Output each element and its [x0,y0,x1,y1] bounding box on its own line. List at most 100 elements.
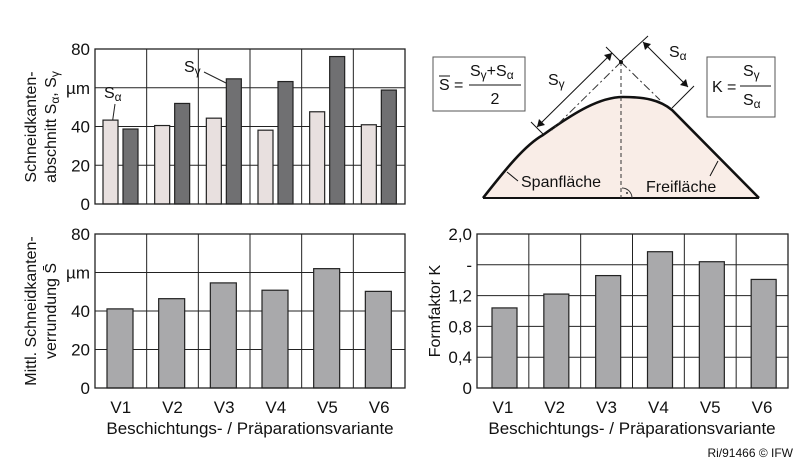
bar-v5 [698,261,725,389]
y-axis-label-line2: verrundung S̄ [43,263,60,359]
y-tick-label: 20 [71,156,90,175]
x-tick-label: V6 [752,398,773,417]
flank-face-label: Freifläche [646,179,716,196]
x-tick-label: V4 [648,398,669,417]
x-tick-label: V1 [493,398,514,417]
y-tick-label: µm [66,79,90,98]
y-tick-label: 0 [81,379,90,398]
bar-v3 [209,282,237,389]
bar-s-alpha-v5 [309,111,326,205]
x-axis-label: Beschichtungs- / Präparationsvariante [106,419,393,438]
bar-v2 [543,293,570,389]
dimension-tick [605,46,621,62]
right-angle-mark [621,187,633,199]
bar-s-gamma-v1 [122,128,139,205]
y-axis-label: Formfaktor K [427,264,444,357]
bar-v3 [595,274,622,389]
bar-s-alpha-v2 [154,124,171,205]
formula-k-lhs: K [712,79,723,96]
bar-v2 [158,298,186,389]
grid [95,49,405,204]
bar-s-gamma-v6 [380,89,397,205]
formula-mean-eq: = [454,77,463,94]
y-tick-label: 20 [71,341,90,360]
bar-v5 [313,268,341,389]
y-tick-label: 40 [71,302,90,321]
formula-k-box [706,56,776,118]
y-tick-label: 40 [71,118,90,137]
x-tick-label: V1 [110,398,131,417]
y-tick-label: µm [66,264,90,283]
dimension-line-s-gamma [536,52,613,128]
y-axis-label-line2: abschnitt Sα, Sγ [43,71,62,183]
formula-mean-denominator: 2 [491,91,500,108]
rake-face-leader [506,171,519,182]
plot-frame [94,48,406,205]
chart-edge-segments: Schneidkanten- abschnitt Sα, Sγ Sα Sγ 0 2… [23,40,406,214]
y-tick-label: 0,8 [448,317,472,336]
bar-s-alpha-v3 [205,117,222,205]
dimension-arrows [643,42,688,87]
y-axis-label-line1: Mittl. Schneidkanten- [23,236,40,385]
x-tick-label: V2 [544,398,565,417]
bar-s-alpha-v1 [102,119,119,205]
annotation-s-alpha: Sα [104,85,122,104]
x-tick-label: V4 [265,398,286,417]
dimension-tick [530,121,544,135]
right-angle-dot [626,192,628,194]
bar-v4 [261,289,289,389]
y-tick-label: - [466,256,472,275]
bar-v1 [106,308,134,389]
dimension-tick [671,85,695,109]
annotation-leader-gamma [203,71,229,85]
grid [477,234,788,388]
y-tick-label: 80 [71,225,90,244]
rake-face-label: Spanfläche [521,174,601,191]
edge-geometry-diagram: Sγ Sα Spanfläche Freifläche S = Sγ+Sα 2 … [432,35,776,199]
y-tick-label: 80 [71,40,90,59]
flank-face-leader [709,160,719,177]
chart-mean-rounding: Mittl. Schneidkanten- verrundung S̄ Besc… [23,225,406,438]
dimension-label-s-gamma: Sγ [548,72,565,91]
bar-v6 [364,290,392,389]
x-axis-label: Beschichtungs- / Präparationsvariante [488,419,775,438]
x-tick-label: V2 [162,398,183,417]
annotation-s-gamma: Sγ [184,59,201,78]
dimension-label-s-alpha: Sα [669,44,687,63]
formula-k-denominator: Sα [743,92,761,111]
bar-s-alpha-v4 [257,129,274,205]
bar-s-gamma-v5 [329,55,346,205]
bar-s-gamma-v4 [277,80,294,205]
bar-v1 [491,307,518,389]
y-tick-label: 0 [81,195,90,214]
x-tick-label: V3 [214,398,235,417]
x-tick-label: V5 [700,398,721,417]
formula-k-eq: = [727,79,736,96]
chart-form-factor: Formfaktor K Beschichtungs- / Präparatio… [427,225,789,438]
bar-s-gamma-v3 [225,78,242,205]
credit-label: Ri/91466 © IFW [707,446,793,460]
bar-v6 [750,278,777,389]
grid [95,234,405,388]
plot-frame [94,233,406,389]
y-tick-label: 0,4 [448,348,472,367]
bar-s-gamma-v2 [174,102,191,205]
dimension-tick [621,35,649,61]
formula-mean-numerator: Sγ+Sα [470,63,514,82]
x-tick-label: V6 [369,398,390,417]
y-tick-label: 2,0 [448,225,472,244]
dimension-line-s-alpha [642,41,689,88]
x-tick-label: V3 [596,398,617,417]
bar-v4 [646,251,674,389]
flank-extension-line [620,61,661,101]
y-axis-label-line1: Schneidkanten- [23,71,40,182]
cutting-edge-outline [481,95,760,199]
y-tick-label: 1,2 [448,287,472,306]
formula-k-numerator: Sγ [743,63,760,82]
plot-frame [476,233,789,389]
rake-extension-line [551,61,622,131]
y-tick-label: 0 [463,379,472,398]
formula-mean-lhs: S [439,77,450,94]
x-tick-label: V5 [317,398,338,417]
